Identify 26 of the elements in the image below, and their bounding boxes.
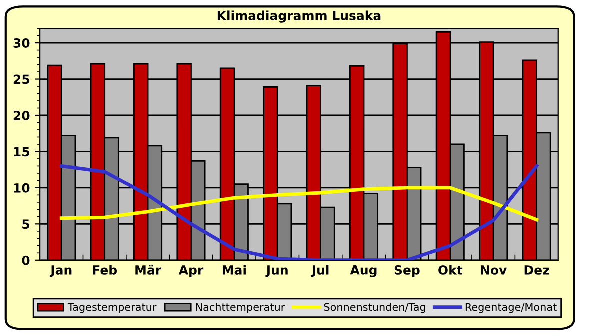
x-tick-label: Dez <box>524 266 550 275</box>
y-tick-label: 25 <box>14 74 30 84</box>
x-tick-label: Jan <box>50 266 72 278</box>
y-tick-label: 30 <box>14 38 30 48</box>
legend-label: Tagestemperatur <box>68 303 157 314</box>
legend-label: Nachttemperatur <box>196 303 286 314</box>
y-tick-label: 10 <box>14 183 30 193</box>
y-tick-label: 0 <box>22 256 30 266</box>
x-tick-label: Jun <box>266 266 288 278</box>
x-tick-label: Sep <box>394 265 420 278</box>
x-tick-label: Feb <box>93 265 118 275</box>
x-tick-label: Mär <box>136 265 162 275</box>
y-tick-label: 5 <box>22 220 30 230</box>
line-series <box>60 186 539 222</box>
x-tick-label: Mai <box>222 265 246 275</box>
x-tick-label: Jul <box>311 265 329 278</box>
legend-label: Sonnenstunden/Tag <box>324 303 426 314</box>
x-tick-label: Aug <box>350 266 377 278</box>
chart-title: Klimadiagramm Lusaka <box>218 10 381 23</box>
legend-label: Regentage/Monat <box>466 303 557 314</box>
line-series <box>60 164 539 260</box>
x-tick-label: Okt <box>438 265 463 275</box>
y-tick-label: 20 <box>14 110 30 120</box>
x-tick-label: Nov <box>481 266 507 275</box>
x-tick-label: Apr <box>178 266 204 278</box>
y-tick-label: 15 <box>14 147 30 157</box>
